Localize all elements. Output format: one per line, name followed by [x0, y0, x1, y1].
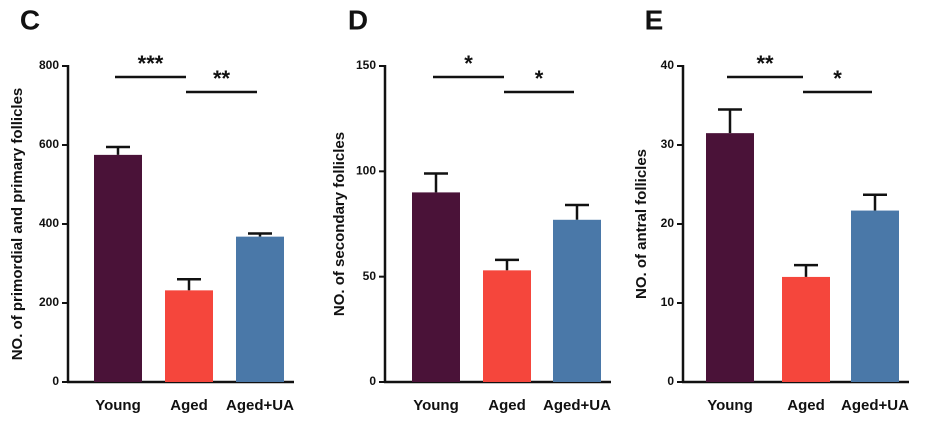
- x-tick-label: Young: [707, 397, 753, 414]
- bar: [782, 276, 830, 382]
- y-tick-label: 400: [39, 216, 59, 230]
- significance-label: ***: [138, 51, 164, 76]
- x-tick-label: Aged+UA: [543, 397, 611, 414]
- y-axis-label: NO. of secondary follicles: [331, 132, 348, 316]
- x-tick-label: Young: [413, 397, 459, 414]
- x-tick-label: Aged: [488, 397, 526, 414]
- significance-label: *: [464, 51, 473, 76]
- y-tick-label: 600: [39, 137, 59, 151]
- significance-label: **: [756, 51, 774, 76]
- bar: [706, 133, 754, 382]
- x-tick-label: Aged+UA: [226, 397, 294, 414]
- y-tick-label: 150: [356, 58, 376, 72]
- bar: [412, 192, 460, 382]
- bar: [236, 236, 284, 382]
- y-tick-label: 20: [661, 216, 675, 230]
- y-tick-label: 0: [369, 374, 376, 388]
- panel-label: C: [20, 4, 40, 35]
- y-tick-label: 100: [356, 164, 376, 178]
- bar: [553, 219, 601, 382]
- panel-label: E: [645, 4, 664, 35]
- panel-label: D: [348, 4, 368, 35]
- y-tick-label: 0: [667, 374, 674, 388]
- y-tick-label: 50: [363, 269, 377, 283]
- y-axis-label: NO. of primordial and primary follicles: [9, 88, 26, 361]
- bar: [851, 210, 899, 382]
- x-tick-label: Aged+UA: [841, 397, 909, 414]
- y-axis-label: NO. of antral follicles: [633, 149, 650, 299]
- significance-label: *: [833, 66, 842, 91]
- y-tick-label: 10: [661, 295, 675, 309]
- y-tick-label: 0: [52, 374, 59, 388]
- x-tick-label: Aged: [170, 397, 208, 414]
- bar: [165, 290, 213, 382]
- x-tick-label: Aged: [787, 397, 825, 414]
- y-tick-label: 200: [39, 295, 59, 309]
- significance-label: **: [213, 66, 231, 91]
- bar: [483, 270, 531, 382]
- bar: [94, 154, 142, 382]
- significance-label: *: [535, 66, 544, 91]
- y-tick-label: 40: [661, 58, 675, 72]
- y-tick-label: 30: [661, 137, 675, 151]
- x-tick-label: Young: [95, 397, 141, 414]
- y-tick-label: 800: [39, 58, 59, 72]
